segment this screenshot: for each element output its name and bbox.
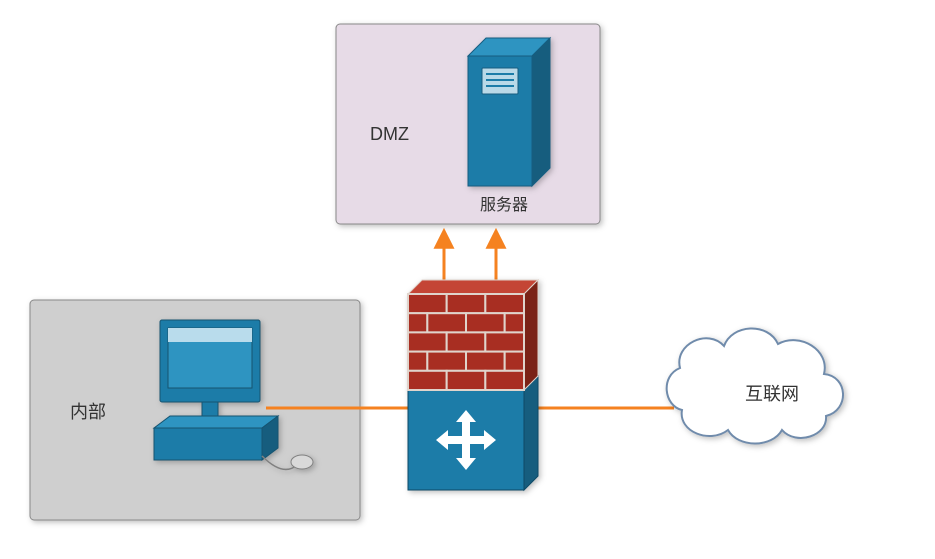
pc-monitor-light — [168, 328, 252, 342]
router-side — [524, 376, 538, 490]
pc-base-top — [154, 416, 278, 428]
dmz-label: DMZ — [370, 124, 409, 144]
server-icon — [468, 38, 550, 186]
cloud-label: 互联网 — [745, 384, 799, 404]
pc-stand — [202, 402, 218, 416]
pc-base-front — [154, 428, 262, 460]
mouse-body — [291, 455, 313, 469]
brick-wall — [408, 280, 538, 390]
cloud-icon: 互联网 — [667, 328, 843, 443]
server-label: 服务器 — [480, 196, 528, 214]
network-diagram: DMZ 内部 服务器 — [0, 0, 935, 559]
internal-label: 内部 — [70, 402, 106, 422]
server-side — [532, 38, 550, 186]
firewall-router-icon — [408, 280, 538, 490]
